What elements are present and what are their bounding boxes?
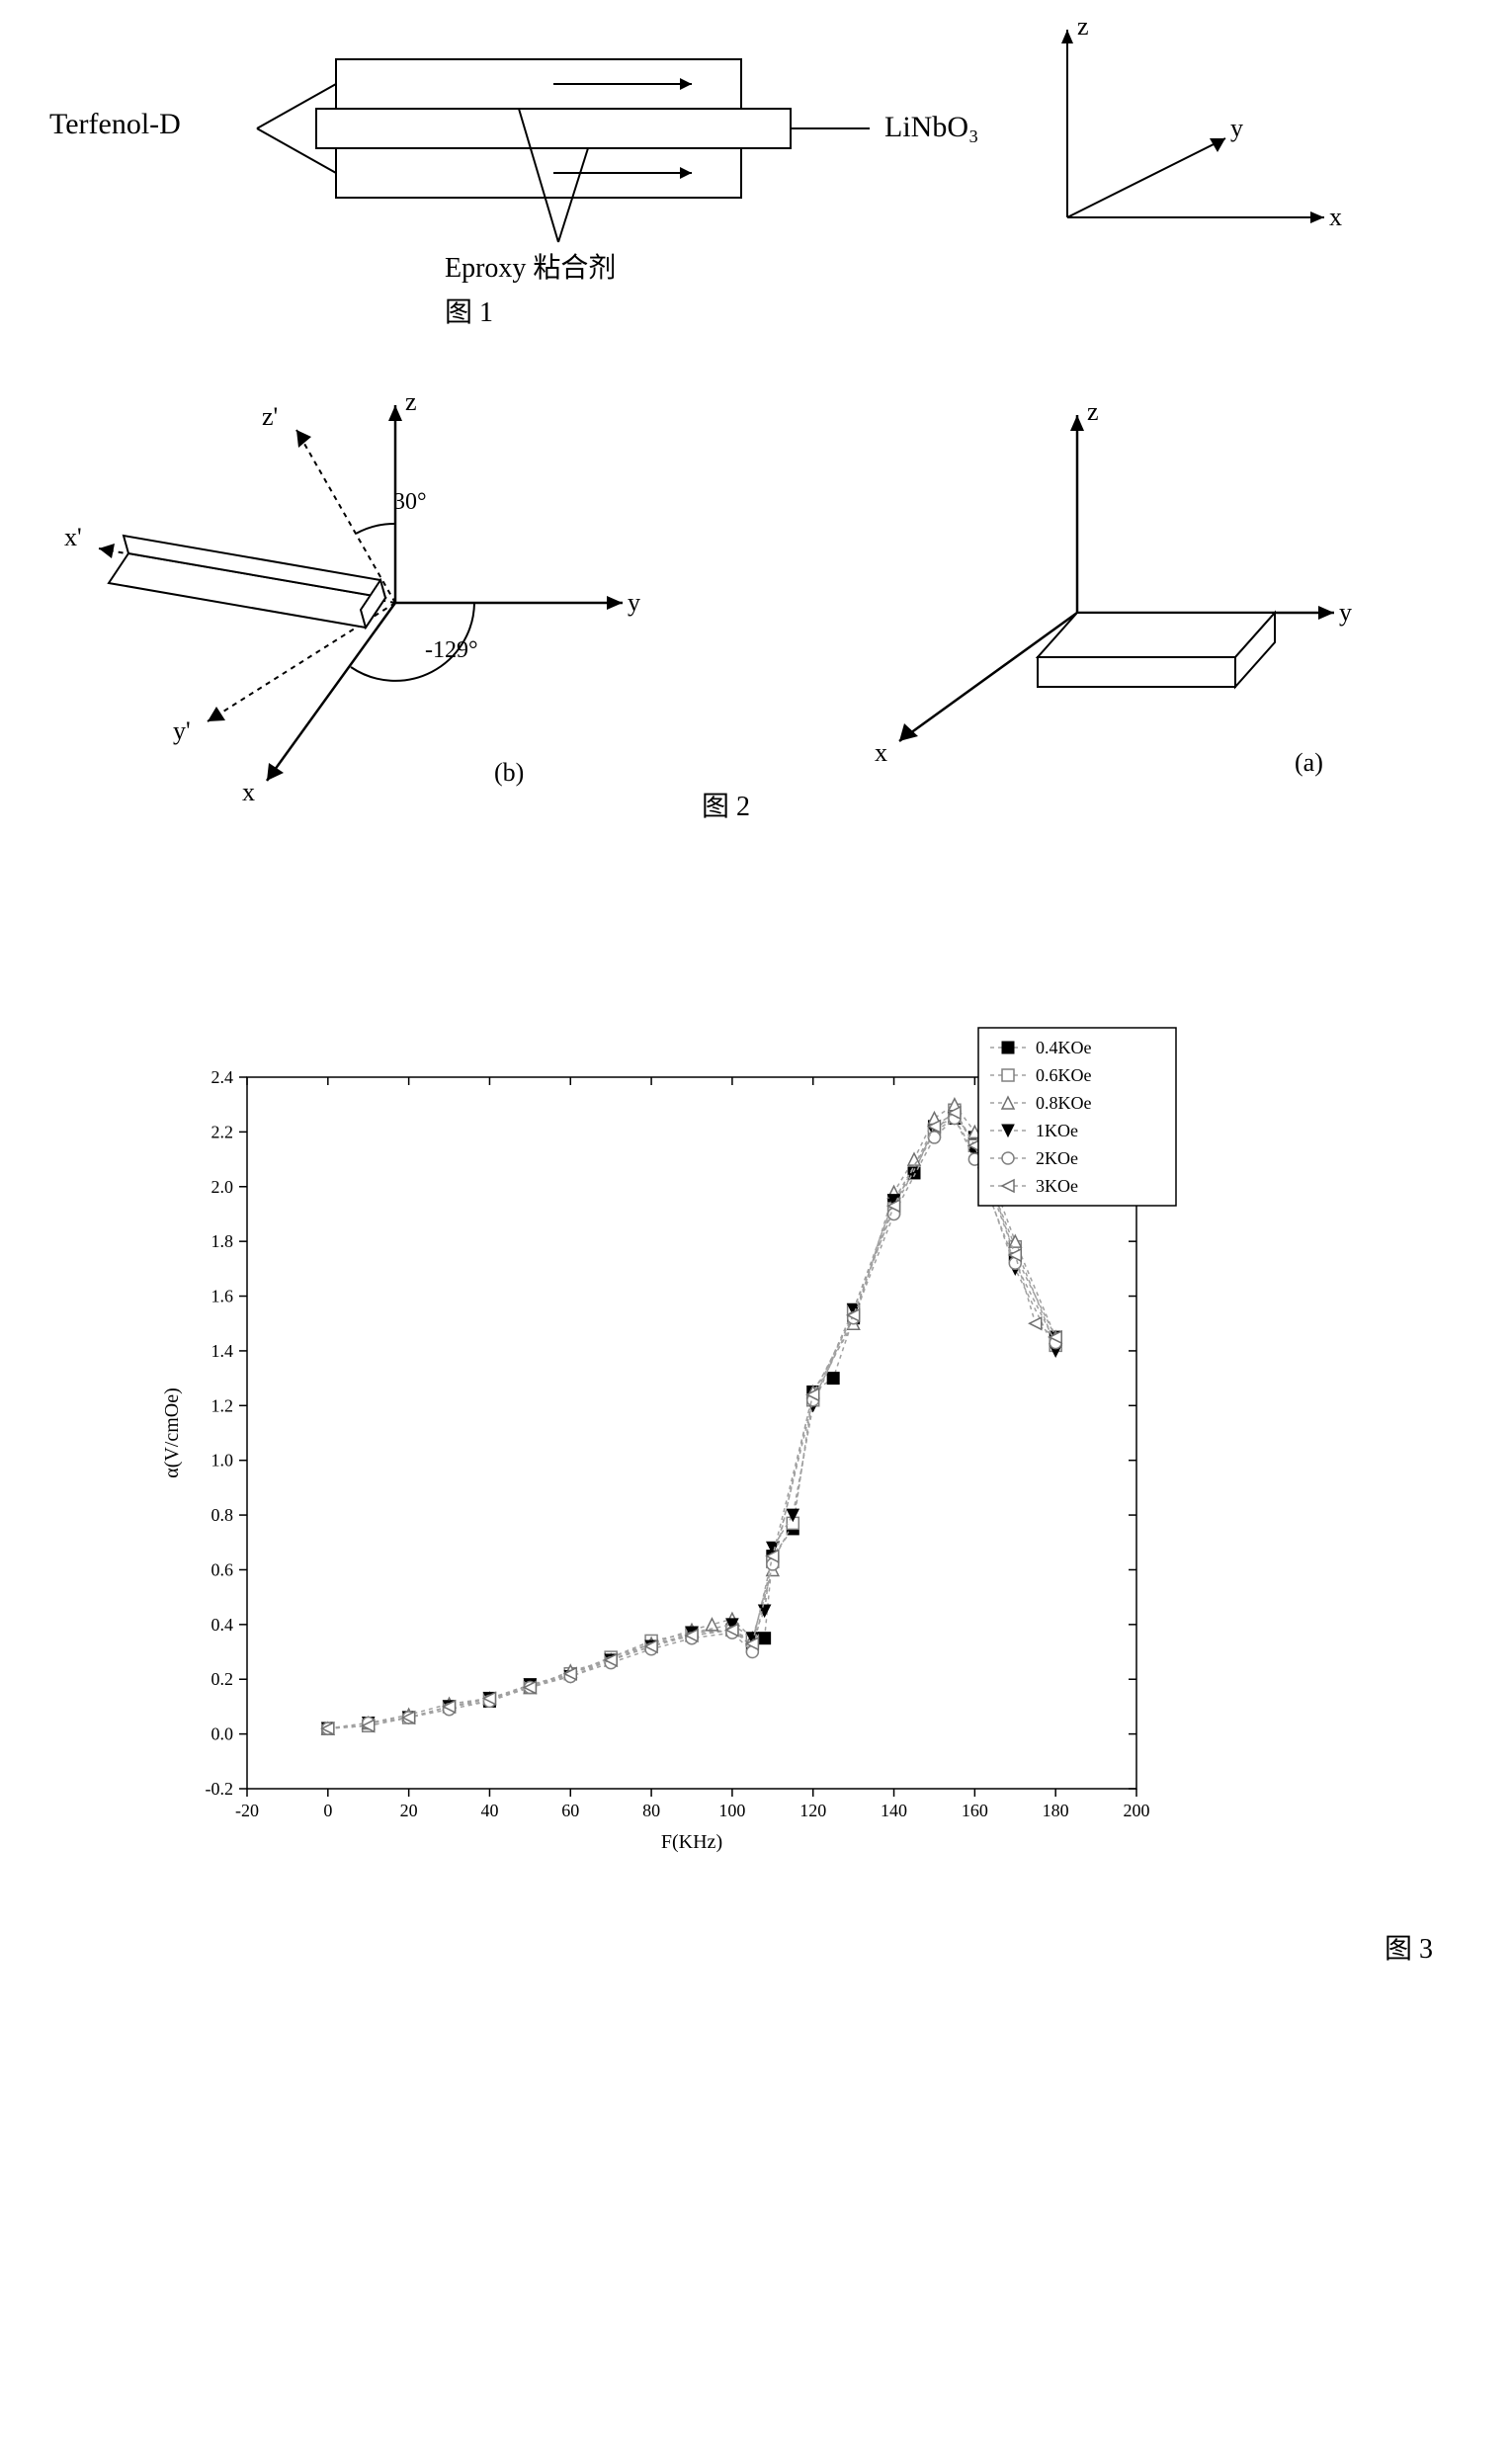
svg-text:α(V/cmOe): α(V/cmOe): [161, 1387, 183, 1478]
fig2b-z: z: [405, 387, 417, 416]
fig2a-z: z: [1087, 397, 1099, 426]
fig2b-angle1: 30°: [393, 489, 427, 515]
figure-2-svg: z y x z' x' y' 30° -129° (b): [20, 376, 1492, 840]
svg-text:1.2: 1.2: [211, 1395, 234, 1415]
fig1-z-axis: z: [1077, 20, 1089, 41]
fig2b-zp: z': [262, 402, 278, 431]
svg-text:-0.2: -0.2: [206, 1779, 234, 1799]
fig3-caption: 图 3: [20, 1927, 1492, 1967]
svg-text:0.4: 0.4: [211, 1615, 234, 1635]
svg-text:0.6: 0.6: [211, 1559, 234, 1579]
svg-text:0.2: 0.2: [211, 1669, 234, 1689]
eproxy-label: Eproxy 粘合剂: [445, 252, 616, 284]
svg-text:40: 40: [480, 1801, 498, 1820]
svg-text:1.0: 1.0: [211, 1451, 234, 1471]
linbo3-label: LiNbO₃: [884, 111, 978, 143]
fig2b-yp: y': [173, 716, 191, 745]
figure-1: Terfenol-D LiNbO₃ Eproxy 粘合剂 图 1 z x y: [20, 20, 1492, 336]
fig2b-label: (b): [494, 758, 524, 787]
svg-text:120: 120: [799, 1801, 826, 1820]
svg-text:2.4: 2.4: [211, 1067, 234, 1087]
svg-text:2.2: 2.2: [211, 1122, 234, 1141]
figure-3: -20 0 20 40 60 80 100 120 140 160 180 200 -0.2 0.0 0.2…: [20, 1018, 1492, 1967]
svg-text:80: 80: [642, 1801, 660, 1820]
fig1-x-axis: x: [1329, 203, 1342, 231]
svg-text:180: 180: [1043, 1801, 1069, 1820]
fig1-y-axis: y: [1230, 114, 1243, 142]
svg-text:60: 60: [561, 1801, 579, 1820]
svg-text:200: 200: [1124, 1801, 1150, 1820]
svg-text:2.0: 2.0: [211, 1177, 234, 1197]
fig2b-x: x: [242, 778, 255, 806]
fig2b-angle2: -129°: [425, 637, 478, 663]
svg-text:0.6KOe: 0.6KOe: [1036, 1065, 1092, 1085]
fig2b-xp: x': [64, 523, 82, 551]
fig2-caption: 图 2: [702, 792, 750, 822]
figure-2: z y x z' x' y' 30° -129° (b): [20, 376, 1492, 840]
figure-3-svg: -20 0 20 40 60 80 100 120 140 160 180 200 -0.2 0.0 0.2…: [20, 1018, 1492, 1927]
svg-text:-20: -20: [235, 1801, 259, 1820]
fig2a-label: (a): [1295, 748, 1323, 777]
svg-text:1KOe: 1KOe: [1036, 1121, 1078, 1140]
fig2b-y: y: [628, 588, 640, 617]
fig2a-x: x: [875, 738, 887, 767]
figure-1-svg: Terfenol-D LiNbO₃ Eproxy 粘合剂 图 1 z x y: [20, 20, 1492, 336]
svg-text:140: 140: [881, 1801, 907, 1820]
svg-text:3KOe: 3KOe: [1036, 1176, 1078, 1196]
svg-text:160: 160: [962, 1801, 988, 1820]
fig1-caption: 图 1: [445, 297, 493, 328]
svg-text:2KOe: 2KOe: [1036, 1148, 1078, 1168]
svg-text:1.4: 1.4: [211, 1341, 234, 1361]
svg-text:100: 100: [718, 1801, 745, 1820]
svg-text:20: 20: [400, 1801, 418, 1820]
terfenol-d-label: Terfenol-D: [49, 108, 181, 140]
fig2a-y: y: [1339, 598, 1352, 627]
svg-text:1.8: 1.8: [211, 1231, 234, 1251]
svg-text:0.8: 0.8: [211, 1505, 234, 1525]
svg-text:1.6: 1.6: [211, 1287, 234, 1306]
svg-text:0.8KOe: 0.8KOe: [1036, 1093, 1092, 1113]
svg-text:0.4KOe: 0.4KOe: [1036, 1038, 1092, 1057]
svg-text:F(KHz): F(KHz): [661, 1831, 722, 1853]
svg-text:0.0: 0.0: [211, 1724, 234, 1744]
svg-text:0: 0: [323, 1801, 332, 1820]
